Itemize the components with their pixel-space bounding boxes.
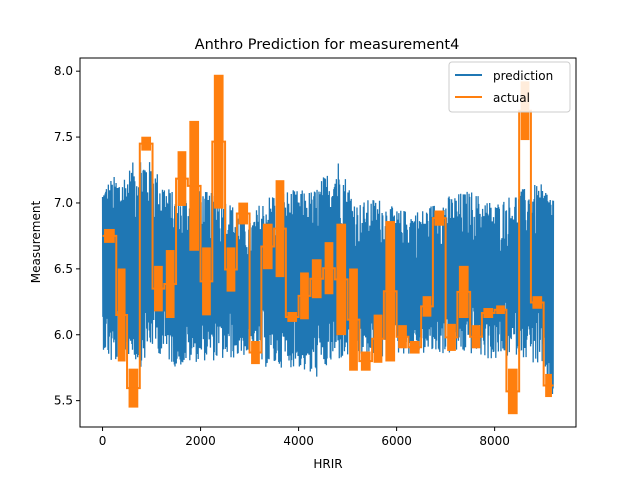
x-tick-label: 6000: [381, 434, 412, 448]
y-tick-label: 5.5: [54, 394, 73, 408]
x-axis-label: HRIR: [313, 457, 342, 471]
y-tick-label: 6.0: [54, 328, 73, 342]
legend: prediction actual: [448, 61, 571, 113]
chart-title: Anthro Prediction for measurement4: [195, 37, 460, 53]
x-tick-label: 2000: [185, 434, 216, 448]
y-axis-label: Measurement: [29, 201, 43, 284]
x-tick-label: 8000: [479, 434, 510, 448]
x-tick-label: 4000: [283, 434, 314, 448]
actual-line: [102, 109, 554, 393]
x-axis: 0 2000 4000 6000 8000: [99, 427, 510, 448]
y-tick-label: 7.0: [54, 196, 73, 210]
axes-frame: [79, 57, 577, 428]
y-tick-label: 7.5: [54, 130, 73, 144]
legend-label-actual: actual: [493, 91, 530, 105]
plot-area: [101, 74, 555, 415]
y-tick-label: 6.5: [54, 262, 73, 276]
y-tick-label: 8.0: [54, 64, 73, 78]
x-tick-label: 0: [99, 434, 107, 448]
legend-label-prediction: prediction: [493, 69, 553, 83]
y-axis: 5.5 6.0 6.5 7.0 7.5 8.0: [54, 64, 80, 408]
